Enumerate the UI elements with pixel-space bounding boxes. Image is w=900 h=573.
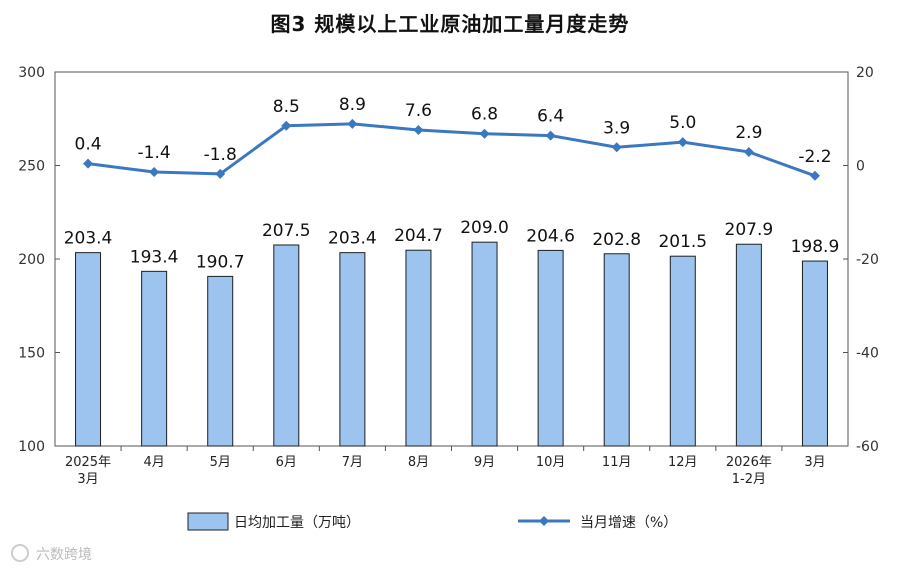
right-tick-label: -60 (856, 439, 879, 455)
growth-data-label: 3.9 (603, 118, 630, 138)
growth-point (545, 130, 556, 141)
growth-data-label: 2.9 (735, 123, 762, 143)
growth-point (413, 124, 424, 135)
right-tick-label: -40 (856, 346, 879, 362)
growth-point (611, 142, 622, 153)
growth-data-label: 0.4 (75, 135, 102, 155)
bar (207, 275, 234, 447)
growth-point (347, 118, 358, 129)
legend-swatch-bar (187, 512, 229, 531)
growth-point (83, 158, 94, 169)
growth-data-label: 6.8 (471, 105, 498, 125)
x-tick-label: 11月 (602, 455, 632, 470)
growth-point (215, 168, 226, 179)
right-tick-label: 0 (856, 159, 865, 175)
growth-point (281, 120, 292, 131)
growth-data-label: -1.4 (138, 143, 171, 163)
bar (273, 244, 300, 447)
x-tick-label: 8月 (408, 455, 429, 470)
legend: 日均加工量（万吨） 当月增速（%） (187, 512, 677, 531)
legend-swatch-marker (539, 516, 549, 526)
left-tick-label: 250 (18, 159, 45, 175)
bar (471, 241, 498, 447)
bar-data-label: 190.7 (196, 252, 245, 272)
bar-data-label: 204.7 (394, 226, 443, 246)
watermark-logo (11, 544, 29, 562)
bars: 203.4 193.4 190.7 207.5 203.4 204.7 209.0 204.6… (64, 218, 840, 447)
bar-data-label: 203.4 (64, 229, 113, 249)
watermark: 六数跨境 (11, 544, 92, 563)
x-tick-label: 2026年 (726, 455, 772, 470)
right-tick-label: -20 (856, 252, 879, 268)
x-tick-label: 5月 (210, 455, 231, 470)
growth-data-label: 7.6 (405, 101, 432, 121)
growth-point (743, 146, 754, 157)
bar-data-label: 201.5 (658, 232, 707, 252)
bar-data-label: 193.4 (130, 247, 179, 267)
left-tick-label: 300 (18, 65, 45, 81)
x-tick-label: 12月 (668, 455, 698, 470)
x-tick-label: 10月 (536, 455, 566, 470)
left-tick-label: 150 (18, 346, 45, 362)
growth-data-label: -1.8 (204, 145, 237, 165)
bar-data-label: 207.9 (725, 220, 774, 240)
growth-data-label: 8.9 (339, 95, 366, 115)
left-tick-label: 100 (18, 439, 45, 455)
bar (339, 252, 366, 447)
x-tick-label: 2025年 (65, 455, 111, 470)
bar (669, 255, 696, 447)
x-tick-label: 3月 (77, 472, 98, 487)
growth-data-label: -2.2 (798, 147, 831, 167)
bar (801, 260, 828, 447)
bar-data-label: 198.9 (791, 237, 840, 257)
axes: 100 150 200 250 300 -60 -40 -20 0 20 2025年 3月 4月 5月 6月… (18, 65, 879, 487)
bar-data-label: 204.6 (526, 226, 575, 246)
bar (141, 270, 168, 447)
right-tick-label: 20 (856, 65, 874, 81)
x-tick-label: 3月 (804, 455, 825, 470)
bar-data-label: 207.5 (262, 221, 311, 241)
x-tick-label: 6月 (276, 455, 297, 470)
bar-data-label: 203.4 (328, 229, 377, 249)
growth-line: 0.4 -1.4 -1.8 8.5 8.9 7.6 6.8 6.4 3.9 5.0 2.9 -2.2 (75, 95, 832, 181)
growth-point (809, 170, 820, 181)
growth-data-label: 8.5 (273, 97, 300, 117)
growth-point (479, 128, 490, 139)
growth-point (677, 137, 688, 148)
legend-label-bar: 日均加工量（万吨） (234, 515, 360, 531)
watermark-text: 六数跨境 (36, 547, 92, 563)
x-tick-label: 1-2月 (732, 472, 766, 487)
x-tick-label: 9月 (474, 455, 495, 470)
bar (537, 249, 564, 447)
legend-label-line: 当月增速（%） (580, 515, 677, 531)
bar-data-label: 202.8 (592, 230, 641, 250)
growth-series-line (87, 122, 816, 178)
left-tick-label: 200 (18, 252, 45, 268)
bar (405, 249, 432, 447)
bar (75, 252, 102, 447)
x-tick-label: 7月 (342, 455, 363, 470)
growth-point (149, 167, 160, 178)
bar (735, 243, 762, 447)
chart-title: 图3 规模以上工业原油加工量月度走势 (270, 12, 630, 36)
x-tick-label: 4月 (143, 455, 164, 470)
bar (603, 253, 630, 447)
bar-data-label: 209.0 (460, 218, 509, 238)
growth-data-label: 6.4 (537, 107, 564, 127)
growth-data-label: 5.0 (669, 113, 696, 133)
